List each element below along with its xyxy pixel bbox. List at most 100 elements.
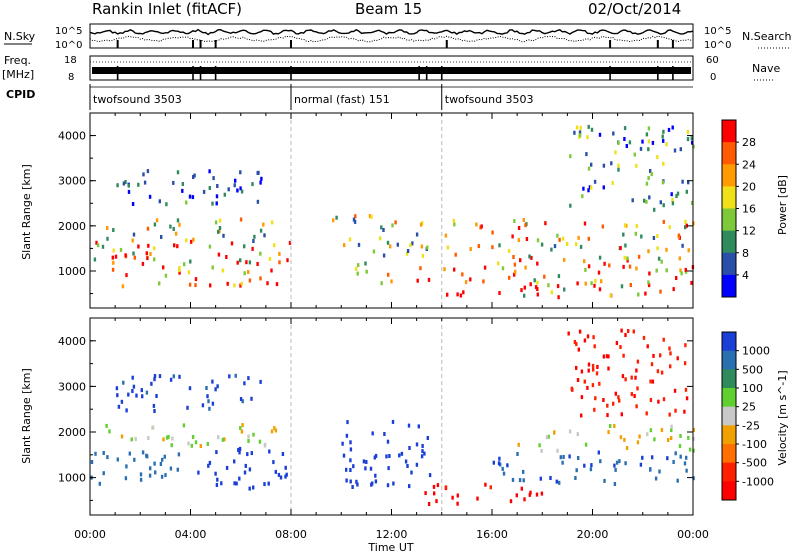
colorbar-frame (721, 331, 737, 501)
data-cell (617, 167, 620, 172)
data-cell (146, 226, 150, 231)
data-cell (609, 424, 612, 428)
data-cell (480, 224, 483, 229)
data-cell (239, 258, 242, 263)
data-cell (125, 464, 128, 469)
data-cell (170, 443, 173, 448)
data-cell (681, 179, 684, 184)
data-cell (278, 260, 281, 265)
data-cell (649, 467, 652, 472)
data-cell (226, 281, 229, 286)
data-cell (362, 459, 366, 464)
data-cell (122, 181, 126, 186)
data-cell (270, 268, 273, 273)
data-cell (116, 183, 119, 188)
data-cell (690, 280, 693, 285)
data-cell (259, 180, 262, 185)
data-cell (588, 185, 592, 190)
data-cell (268, 256, 272, 261)
data-cell (513, 219, 516, 223)
nsearch-bottom-tick: 10^0 (704, 40, 731, 51)
data-cell (606, 413, 609, 418)
data-cell (234, 373, 237, 378)
data-cell (368, 214, 372, 219)
data-cell (614, 467, 617, 472)
data-cell (150, 381, 153, 386)
data-cell (199, 444, 202, 448)
data-cell (535, 492, 539, 497)
data-cell (649, 398, 653, 402)
data-cell (635, 224, 638, 229)
data-cell (382, 228, 385, 232)
data-cell (272, 460, 275, 465)
data-cell (502, 471, 506, 476)
data-cell (132, 384, 136, 389)
data-cell (349, 440, 352, 445)
data-cell (644, 291, 647, 296)
data-cell (370, 214, 373, 219)
data-cell (160, 235, 163, 239)
data-cell (142, 172, 145, 177)
station-title: Rankin Inlet (fitACF) (92, 0, 242, 18)
data-cell (191, 435, 195, 439)
data-cell (529, 490, 532, 495)
data-cell (641, 455, 644, 460)
data-cell (583, 338, 587, 343)
data-cell (501, 466, 504, 471)
data-cell (602, 163, 606, 168)
data-cell (145, 251, 148, 256)
data-cell (194, 440, 198, 445)
data-cell (659, 353, 662, 358)
data-cell (637, 254, 641, 259)
velocity-colorbar: 1000 500 100 25 -25 -100 -500 -1000 (721, 331, 774, 501)
data-cell (577, 235, 580, 240)
data-cell (607, 354, 610, 359)
data-cell (225, 465, 229, 470)
colorbar-tick-label: 28 (742, 136, 756, 149)
data-cell (590, 463, 593, 468)
data-cell (420, 244, 424, 249)
data-cell (176, 218, 180, 223)
data-cell (182, 423, 186, 428)
data-cell (194, 283, 197, 288)
data-cell (256, 199, 260, 204)
data-cell (374, 453, 378, 458)
data-cell (212, 176, 215, 181)
data-cell (426, 245, 429, 250)
colorbar-swatch (722, 164, 736, 187)
data-cell (121, 284, 125, 289)
data-cell (181, 182, 184, 186)
data-cell (667, 438, 670, 442)
data-cell (342, 453, 346, 458)
data-cell (590, 185, 593, 190)
data-cell (247, 434, 250, 439)
data-cell (214, 387, 217, 392)
data-cell (277, 472, 281, 477)
data-cell (241, 399, 244, 404)
data-cell (285, 472, 288, 477)
data-cell (685, 223, 688, 228)
data-cell (530, 255, 533, 260)
data-cell (602, 398, 605, 402)
data-cell (575, 365, 578, 370)
data-cell (348, 237, 352, 242)
data-cell (273, 243, 276, 248)
data-cell (208, 406, 211, 411)
data-cell (469, 247, 472, 251)
data-region (90, 450, 181, 486)
data-cell (122, 380, 125, 385)
colorbar-swatch (722, 369, 736, 389)
data-cell (341, 441, 344, 446)
data-cell (146, 256, 149, 261)
data-cell (181, 188, 184, 193)
data-cell (252, 485, 255, 490)
data-cell (405, 251, 409, 256)
data-cell (453, 267, 456, 272)
data-cell (101, 244, 105, 249)
time-axis-ticks: 00:00 04:00 08:00 12:00 16:00 20:00 00:00 (74, 528, 709, 541)
data-cell (602, 185, 605, 190)
data-cell (211, 265, 214, 270)
data-cell (669, 351, 672, 356)
data-cell (162, 437, 165, 442)
